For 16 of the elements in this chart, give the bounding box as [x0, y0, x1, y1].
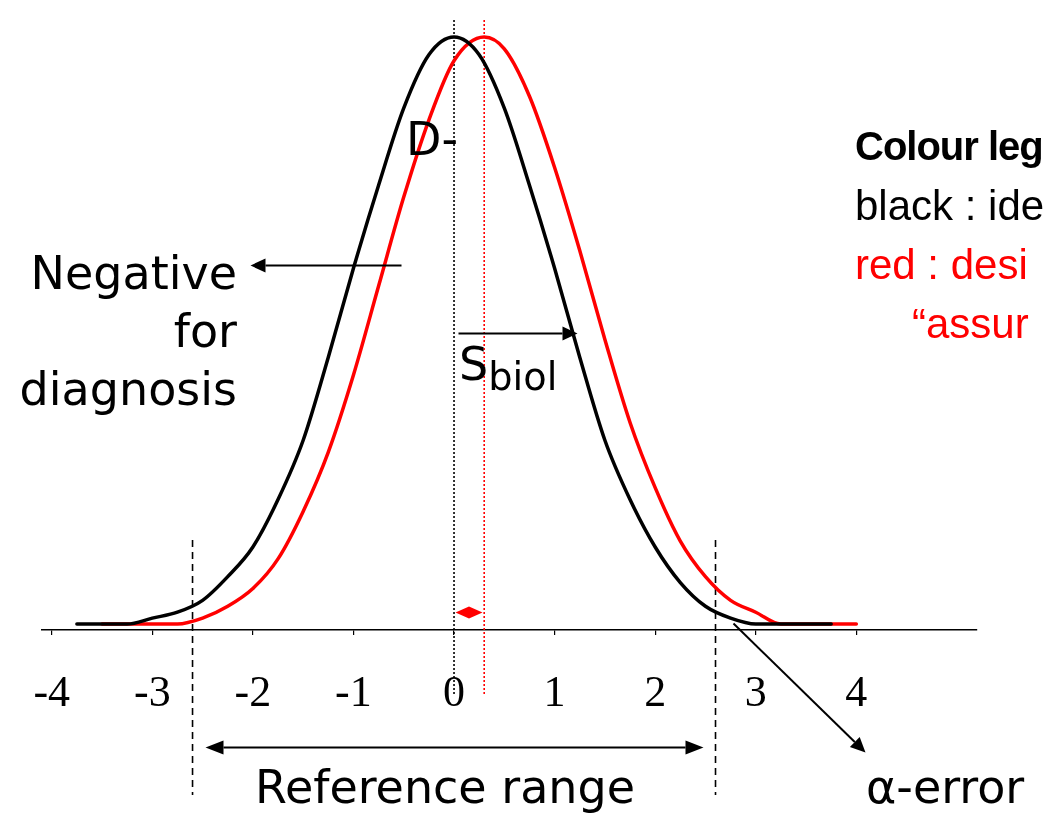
- x-tick-label: -4: [33, 666, 71, 716]
- x-tick-label: -3: [133, 666, 171, 716]
- x-tick-label: 4: [845, 666, 868, 716]
- annotation: Negative for diagnosis: [18, 245, 237, 418]
- x-tick-label: 2: [644, 666, 667, 716]
- x-tick-label: 1: [543, 666, 566, 716]
- text: red : desi “assur: [855, 240, 1030, 349]
- x-tick-label: -1: [335, 666, 372, 716]
- annotation: S$_{biol}$: [459, 337, 558, 401]
- legend-title: Colour leg: [855, 123, 1044, 170]
- x-tick-label: -2: [234, 666, 272, 716]
- text: α-error: [866, 760, 1025, 814]
- x-tick-label: 3: [744, 666, 767, 716]
- text: black : ide: [855, 181, 1046, 231]
- x-tick-label: 0: [443, 666, 466, 716]
- text: Reference range: [255, 760, 636, 814]
